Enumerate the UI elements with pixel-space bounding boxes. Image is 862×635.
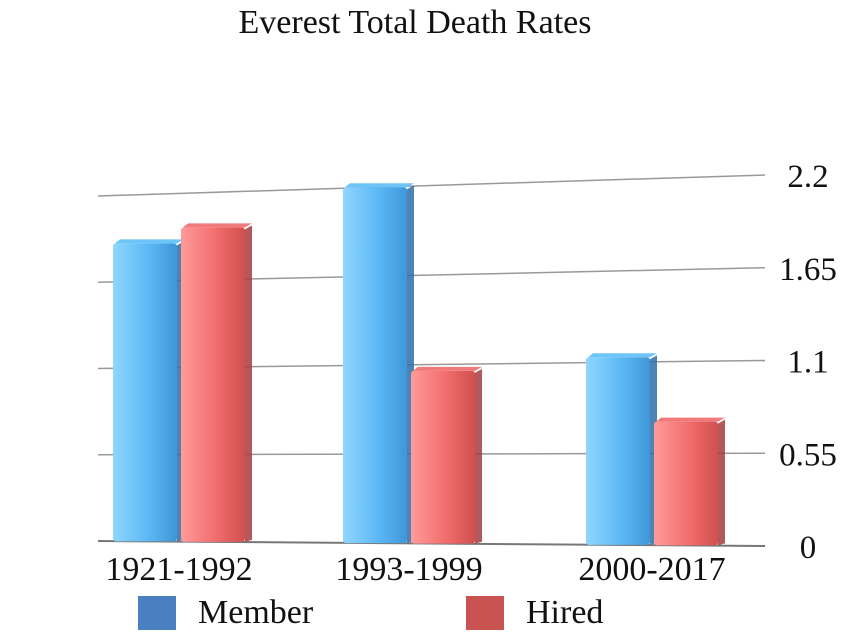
gridline bbox=[97, 174, 766, 197]
legend-item-hired: Hired bbox=[466, 594, 603, 632]
bar-hired-1993-1999 bbox=[411, 366, 482, 544]
category-label: 1921-1992 bbox=[105, 551, 252, 588]
category-labels: 1921-1992 1993-1999 2000-2017 bbox=[105, 551, 725, 588]
bar-member-1993-1999 bbox=[343, 183, 414, 544]
y-tick-label: 2.2 bbox=[787, 159, 828, 195]
category-label: 2000-2017 bbox=[578, 551, 725, 588]
y-tick-label: 0.55 bbox=[779, 437, 837, 473]
chart-title: Everest Total Death Rates bbox=[238, 4, 592, 41]
bars bbox=[113, 183, 725, 546]
y-tick-label: 1.1 bbox=[787, 345, 828, 381]
legend-swatch-hired bbox=[466, 596, 504, 630]
bar-member-2000-2017 bbox=[586, 353, 657, 545]
legend-item-member: Member bbox=[138, 594, 313, 632]
bar-hired-2000-2017 bbox=[654, 417, 725, 546]
legend-swatch-member bbox=[138, 596, 176, 630]
y-tick-label: 1.65 bbox=[779, 252, 837, 288]
y-tick-labels: 2.2 1.65 1.1 0.55 0 bbox=[779, 159, 837, 566]
legend-label-hired: Hired bbox=[526, 594, 604, 631]
bar-hired-1921-1992 bbox=[181, 223, 252, 542]
bar-member-1921-1992 bbox=[113, 239, 184, 542]
legend-label-member: Member bbox=[198, 594, 314, 631]
bar-chart: 2.2 1.65 1.1 0.55 0 1921-1992 1993-1999 2000-2… bbox=[97, 159, 837, 588]
y-tick-label: 0 bbox=[800, 530, 817, 566]
category-label: 1993-1999 bbox=[335, 551, 482, 588]
